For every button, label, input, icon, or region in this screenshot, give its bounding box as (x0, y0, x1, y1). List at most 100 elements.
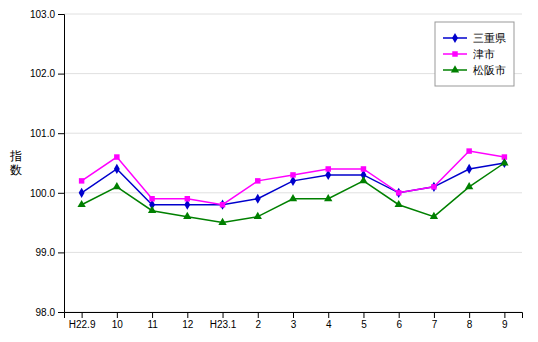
x-tick-label: H23.1 (210, 319, 237, 330)
x-tick: 11 (147, 312, 158, 330)
series-marker (114, 164, 120, 174)
series-marker (431, 182, 437, 192)
axis-domain (65, 313, 523, 319)
grid-line (64, 252, 522, 253)
x-tick-label: 4 (326, 319, 332, 330)
x-tick-label: 6 (396, 319, 402, 330)
x-tick-mark (117, 312, 118, 318)
x-tick-mark (293, 312, 294, 318)
y-axis-title-line: 数 (10, 163, 22, 177)
x-tick-mark (82, 312, 83, 318)
x-tick: 9 (502, 312, 508, 330)
series-marker (220, 202, 225, 207)
legend-item: 松阪市 (443, 64, 506, 77)
chart: H22.9 10 11 12 H23.1 2 3 4 5 6 7 8 9 98.0 99.0 100.0 101… (0, 0, 538, 342)
legend: 三重県津市松阪市 (435, 22, 514, 86)
y-tick-label: 100.0 (30, 188, 55, 199)
x-tick-label: 12 (182, 319, 194, 330)
x-tick-label: 7 (432, 319, 438, 330)
series-marker (114, 154, 119, 159)
plot-area (77, 148, 508, 225)
series-marker (324, 194, 332, 201)
series-marker (395, 200, 403, 207)
series-marker (396, 190, 401, 195)
series-marker (289, 194, 297, 201)
y-tick: 98.0 (36, 307, 64, 318)
series-marker (359, 176, 367, 183)
x-tick-mark (223, 312, 224, 318)
x-tick-mark (363, 312, 364, 318)
x-tick-mark (328, 312, 329, 318)
y-tick-mark (58, 74, 64, 75)
legend-swatch-marker (452, 33, 458, 43)
series-marker (325, 166, 330, 171)
series-marker (183, 212, 191, 219)
y-tick-mark (58, 312, 64, 313)
x-tick-label: H22.9 (69, 319, 96, 330)
series-marker (466, 148, 471, 153)
y-axis-title-line: 指 (9, 149, 22, 163)
x-axis: H22.9 10 11 12 H23.1 2 3 4 5 6 7 8 9 (65, 312, 523, 330)
series (77, 158, 508, 225)
axis-domain (58, 15, 65, 313)
x-tick-label: 5 (361, 319, 367, 330)
x-tick-mark (469, 312, 470, 318)
series-line (82, 163, 505, 223)
y-tick-label: 101.0 (30, 128, 55, 139)
y-tick: 103.0 (30, 9, 64, 20)
legend-label: 津市 (473, 48, 495, 61)
y-tick-label: 99.0 (36, 247, 56, 258)
series-marker (254, 212, 262, 219)
legend-swatch-marker (451, 65, 459, 72)
series-marker (396, 188, 402, 198)
grid-line (64, 192, 522, 193)
x-tick-mark (504, 312, 505, 318)
legend-item: 三重県 (443, 32, 506, 45)
x-tick: 6 (396, 312, 402, 330)
y-axis-title: 指数 (9, 149, 22, 177)
series-marker (185, 196, 190, 201)
x-tick: 5 (361, 312, 367, 330)
series-marker (218, 218, 226, 225)
legend-swatch-marker (452, 51, 457, 56)
x-tick: 10 (112, 312, 124, 330)
grid (64, 14, 522, 312)
series-marker (255, 194, 261, 204)
x-tick: 3 (291, 312, 297, 330)
x-tick-mark (187, 312, 188, 318)
x-tick: H22.9 (69, 312, 96, 330)
x-tick: 12 (182, 312, 194, 330)
series-marker (79, 188, 85, 198)
series (79, 148, 507, 207)
series-marker (220, 200, 226, 210)
x-tick-label: 2 (255, 319, 261, 330)
y-tick-mark (58, 193, 64, 194)
series-marker (149, 196, 154, 201)
grid-line (64, 14, 522, 15)
x-tick-mark (434, 312, 435, 318)
y-tick-mark (58, 133, 64, 134)
y-axis: 98.0 99.0 100.0 101.0 102.0 103.0 (30, 9, 65, 318)
y-tick-mark (58, 14, 64, 15)
x-tick-mark (399, 312, 400, 318)
y-tick: 100.0 (30, 188, 64, 199)
y-tick-mark (58, 252, 64, 253)
x-tick-label: 10 (112, 319, 124, 330)
series-marker (290, 172, 295, 177)
x-tick: 4 (326, 312, 332, 330)
x-tick-mark (258, 312, 259, 318)
x-tick: 2 (255, 312, 261, 330)
series-marker (500, 158, 508, 165)
x-tick: 8 (467, 312, 473, 330)
x-tick-label: 11 (147, 319, 158, 330)
x-tick: H23.1 (210, 312, 237, 330)
series-marker (148, 206, 156, 213)
series-marker (361, 166, 366, 171)
y-tick: 101.0 (30, 128, 64, 139)
legend-item: 津市 (443, 48, 495, 61)
x-tick-label: 8 (467, 319, 473, 330)
x-tick-label: 3 (291, 319, 297, 330)
legend-label: 三重県 (473, 32, 506, 45)
legend-label: 松阪市 (473, 64, 506, 77)
y-tick-label: 102.0 (30, 68, 55, 79)
